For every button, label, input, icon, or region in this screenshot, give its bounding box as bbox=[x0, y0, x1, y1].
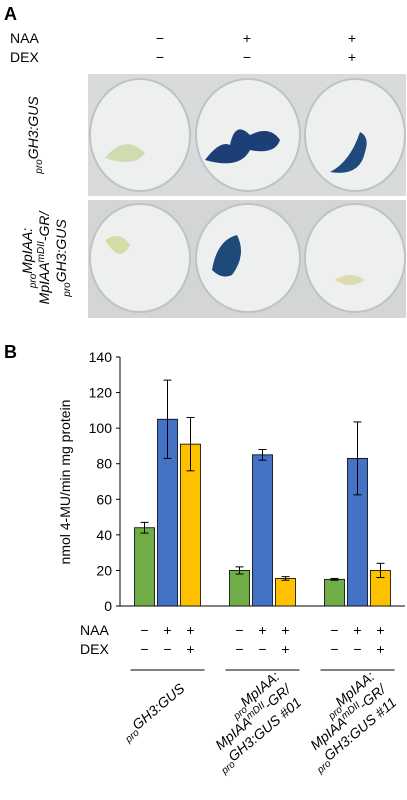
rich-label: proMpIAA:MpIAAmDII-GR/proGH3:GUS bbox=[19, 210, 73, 305]
condition-sign: + bbox=[281, 622, 289, 638]
label-part: GH3:GUS bbox=[25, 96, 41, 160]
rich-label: proMpIAA:MpIAAmDII-GR/proGH3:GUS #11 bbox=[307, 668, 399, 777]
y-tick-label: 80 bbox=[96, 456, 112, 472]
y-axis-label: nmol 4-MU/min mg protein bbox=[57, 400, 73, 565]
tissue bbox=[105, 144, 145, 162]
error-bar bbox=[353, 421, 362, 496]
condition-sign: − bbox=[235, 641, 243, 657]
bar bbox=[275, 578, 296, 607]
label-line: MpIAAmDII-GR/ bbox=[36, 210, 52, 305]
bar bbox=[324, 578, 345, 607]
error-bar bbox=[186, 416, 195, 472]
error-bar bbox=[258, 448, 267, 461]
y-tick-label: 120 bbox=[89, 385, 113, 401]
rich-label: proGH3:GUS bbox=[25, 96, 45, 175]
label-part: pro bbox=[34, 159, 45, 175]
panel-b-label: B bbox=[4, 342, 17, 362]
error-bar bbox=[140, 521, 149, 534]
label-line: proGH3:GUS bbox=[117, 680, 190, 746]
y-tick-label: 40 bbox=[96, 527, 112, 543]
y-tick-label: 0 bbox=[104, 598, 112, 614]
well bbox=[195, 203, 301, 313]
condition-sign: + bbox=[281, 641, 289, 657]
condition-name: NAA bbox=[80, 622, 109, 638]
condition-sign: + bbox=[376, 641, 384, 657]
condition-sign: + bbox=[186, 641, 194, 657]
label-line: proMpIAA: bbox=[19, 228, 39, 289]
condition-sign: − bbox=[243, 49, 251, 65]
tissue bbox=[330, 132, 367, 173]
label-line: proGH3:GUS bbox=[53, 219, 73, 298]
condition-sign: − bbox=[140, 622, 148, 638]
bar bbox=[229, 570, 250, 607]
label-part: pro bbox=[28, 273, 39, 289]
condition-sign: + bbox=[243, 30, 251, 46]
condition-name: DEX bbox=[10, 49, 39, 65]
tissue bbox=[212, 235, 241, 277]
y-tick-label: 20 bbox=[96, 562, 112, 578]
rich-label: proMpIAA:MpIAAmDII-GR/proGH3:GUS #01 bbox=[212, 668, 304, 777]
condition-sign: − bbox=[140, 641, 148, 657]
condition-name: DEX bbox=[80, 641, 109, 657]
tissue bbox=[105, 236, 130, 254]
error-bar bbox=[376, 562, 385, 579]
bar bbox=[134, 527, 155, 607]
well bbox=[304, 78, 406, 192]
condition-sign: + bbox=[186, 622, 194, 638]
error-bar bbox=[163, 379, 172, 459]
label-line: proGH3:GUS bbox=[25, 96, 45, 175]
condition-sign: − bbox=[156, 30, 164, 46]
well bbox=[304, 203, 406, 313]
photo-panel bbox=[88, 74, 406, 318]
condition-sign: − bbox=[163, 641, 171, 657]
label-part: GH3:GUS bbox=[53, 219, 69, 283]
label-part: MpIAA bbox=[36, 262, 52, 304]
well bbox=[89, 203, 191, 313]
bar bbox=[252, 454, 273, 607]
y-tick-label: 60 bbox=[96, 491, 112, 507]
y-tick-label: 140 bbox=[89, 349, 113, 365]
label-part: mDII bbox=[36, 241, 47, 262]
condition-sign: − bbox=[235, 622, 243, 638]
condition-sign: + bbox=[376, 622, 384, 638]
error-bar bbox=[281, 576, 290, 581]
label-part: MpIAA: bbox=[19, 228, 35, 274]
label-part: pro bbox=[62, 282, 73, 298]
error-bar bbox=[235, 566, 244, 575]
tissue bbox=[335, 275, 365, 285]
condition-sign: + bbox=[348, 49, 356, 65]
condition-sign: + bbox=[258, 622, 266, 638]
condition-sign: − bbox=[156, 49, 164, 65]
condition-sign: − bbox=[330, 622, 338, 638]
rich-label: proGH3:GUS bbox=[117, 680, 190, 746]
condition-name: NAA bbox=[10, 30, 39, 46]
condition-sign: + bbox=[353, 622, 361, 638]
condition-sign: + bbox=[348, 30, 356, 46]
well bbox=[89, 78, 191, 192]
condition-sign: − bbox=[330, 641, 338, 657]
panel-a-label: A bbox=[4, 4, 17, 24]
label-part: GH3:GUS bbox=[129, 680, 188, 733]
label-part: -GR/ bbox=[36, 210, 52, 242]
y-tick-label: 100 bbox=[89, 420, 113, 436]
tissue bbox=[205, 129, 280, 164]
condition-sign: + bbox=[163, 622, 171, 638]
condition-sign: − bbox=[353, 641, 361, 657]
error-bar bbox=[330, 577, 339, 581]
condition-sign: − bbox=[258, 641, 266, 657]
